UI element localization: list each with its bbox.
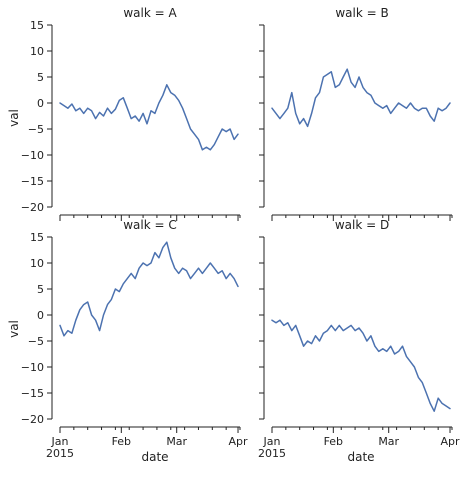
x-tick-label: Mar — [166, 435, 187, 448]
series-line — [271, 319, 451, 412]
y-tick-label: 15 — [30, 231, 44, 244]
y-tick-label: 5 — [37, 71, 44, 84]
x-tick-sublabel: 2015 — [258, 447, 286, 460]
series-line — [271, 68, 451, 128]
y-tick-label: 15 — [30, 19, 44, 32]
facet-panel: walk = B — [259, 6, 453, 221]
y-tick-label: −15 — [21, 387, 44, 400]
y-tick-label: −5 — [28, 123, 44, 136]
x-tick-label: Jan — [263, 435, 281, 448]
y-tick-label: −15 — [21, 175, 44, 188]
series-line — [59, 84, 239, 151]
y-tick-label: 0 — [37, 309, 44, 322]
y-axis-label: val — [7, 320, 21, 338]
x-tick-label: Mar — [378, 435, 399, 448]
y-tick-label: 10 — [30, 257, 44, 270]
y-tick-label: −20 — [21, 201, 44, 214]
x-tick-label: Apr — [229, 435, 249, 448]
x-tick-label: Apr — [441, 435, 461, 448]
x-tick-label: Jan — [51, 435, 69, 448]
facet-panels: walk = A −20 −15 −10 −5 0 5 10 15 walk = B walk = … — [21, 6, 460, 460]
x-axis-label: date — [347, 450, 374, 464]
y-tick-label: −20 — [21, 413, 44, 426]
y-tick-label: 10 — [30, 45, 44, 58]
y-tick-label: −10 — [21, 149, 44, 162]
panel-title: walk = C — [123, 218, 177, 232]
y-tick-label: −5 — [28, 335, 44, 348]
panel-title: walk = D — [335, 218, 389, 232]
x-axis-label: date — [141, 450, 168, 464]
series-line — [59, 241, 239, 337]
panel-title: walk = A — [123, 6, 177, 20]
y-tick-label: 0 — [37, 97, 44, 110]
y-axis-label: val — [7, 109, 21, 127]
y-tick-label: −10 — [21, 361, 44, 374]
x-tick-label: Feb — [112, 435, 131, 448]
panel-title: walk = B — [335, 6, 388, 20]
y-tick-label: 5 — [37, 283, 44, 296]
x-tick-label: Feb — [324, 435, 343, 448]
facet-panel: walk = A −20 −15 −10 −5 0 5 10 15 — [21, 6, 241, 221]
x-tick-sublabel: 2015 — [46, 447, 74, 460]
